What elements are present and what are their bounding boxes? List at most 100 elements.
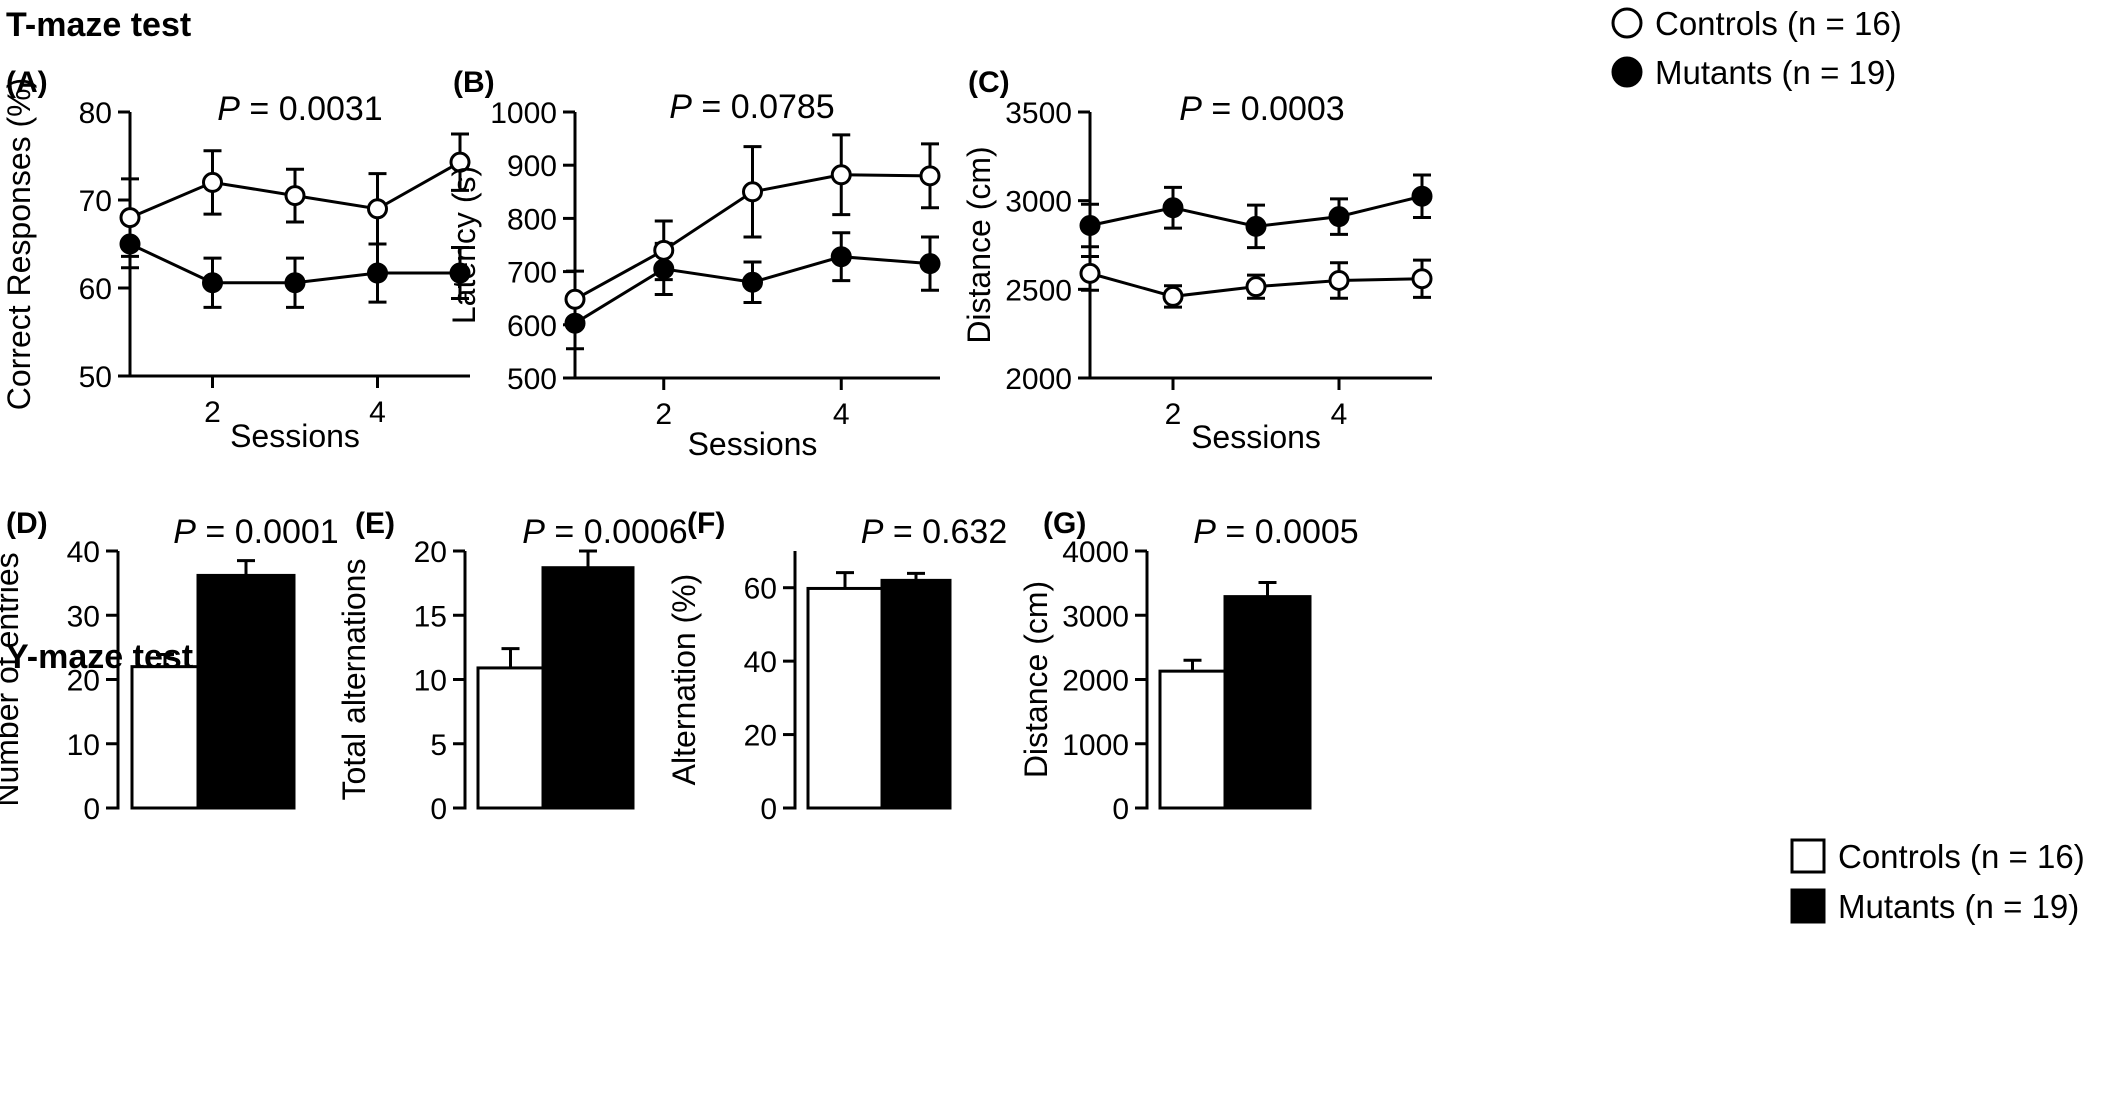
legend-controls-swatch — [1790, 838, 1826, 874]
y-tick-label: 900 — [507, 150, 557, 183]
data-point — [449, 151, 471, 173]
data-point — [1328, 206, 1350, 228]
y-tick-label: 700 — [507, 257, 557, 290]
data-point — [202, 171, 223, 193]
data-point — [1162, 197, 1184, 219]
y-tick-label: 20 — [744, 720, 777, 753]
bar-controls — [806, 586, 884, 810]
y-axis-label: Latency (s) — [446, 166, 482, 324]
legend-mutants-label: Mutants (n = 19) — [1655, 54, 1896, 91]
p-value-symbol: P — [173, 513, 196, 551]
y-tick-label: 2000 — [1062, 665, 1129, 698]
legend-mutants-marker — [1611, 56, 1643, 88]
chart-a: (A) P = 0.0031 50 60 70 80 Correct Responses (… — [1, 66, 471, 454]
p-value-number: = 0.0005 — [1216, 513, 1359, 551]
y-tick-label: 2000 — [1005, 363, 1072, 396]
y-tick-label: 3500 — [1005, 97, 1072, 130]
data-point — [1411, 185, 1433, 207]
p-value-symbol: P — [1193, 513, 1216, 551]
data-point — [449, 262, 471, 284]
series-mutants — [1079, 173, 1433, 250]
p-value-number: = 0.632 — [883, 513, 1007, 551]
p-value-symbol: P — [522, 513, 545, 551]
data-point — [1079, 214, 1101, 236]
x-axis-label: Sessions — [688, 426, 818, 462]
y-tick-label: 0 — [1112, 793, 1129, 826]
p-value: P = 0.0001 — [173, 513, 338, 551]
y-tick-label: 500 — [507, 363, 557, 396]
p-value-symbol: P — [1179, 90, 1202, 128]
y-tick-label: 40 — [744, 646, 777, 679]
data-point — [1245, 276, 1267, 298]
data-point — [1328, 269, 1350, 291]
data-point — [1079, 262, 1101, 284]
p-value: P = 0.0005 — [1193, 513, 1358, 551]
data-point — [742, 271, 763, 293]
data-point — [284, 185, 306, 207]
y-tick-label: 80 — [79, 97, 112, 130]
p-value-number: = 0.0006 — [545, 513, 688, 551]
p-value-symbol: P — [669, 88, 692, 126]
y-tick-label: 600 — [507, 310, 557, 343]
bar-mutants — [880, 578, 952, 810]
p-value-number: = 0.0785 — [692, 88, 835, 126]
legend-controls-label: Controls (n = 16) — [1655, 5, 1902, 42]
panel-label: (G) — [1043, 507, 1086, 540]
y-tick-label: 30 — [67, 600, 100, 633]
bar-mutants — [1223, 595, 1312, 810]
x-axis-label: Sessions — [1191, 419, 1321, 455]
p-value-symbol: P — [861, 513, 884, 551]
p-value-number: = 0.0001 — [196, 513, 339, 551]
panel-label: (B) — [453, 66, 495, 99]
y-tick-label: 1000 — [1062, 729, 1129, 762]
x-tick-label: 2 — [655, 398, 672, 431]
x-axis-label: Sessions — [230, 418, 360, 454]
y-tick-label: 20 — [414, 536, 447, 569]
series-controls — [564, 133, 941, 329]
chart-b: (B) P = 0.0785 500 600 700 800 900 1000 Latency … — [446, 66, 941, 462]
data-point — [1411, 268, 1433, 290]
y-tick-label: 0 — [760, 793, 777, 826]
p-value: P = 0.0785 — [669, 88, 834, 126]
y-tick-label: 60 — [79, 273, 112, 306]
y-axis-label: Distance (cm) — [1018, 581, 1054, 778]
data-point — [119, 207, 141, 229]
data-point — [1245, 215, 1267, 237]
panel-label: (F) — [687, 507, 725, 540]
series-controls — [119, 132, 471, 258]
y-tick-label: 5 — [430, 729, 447, 762]
bar-controls — [476, 666, 545, 810]
series-mutants — [564, 231, 941, 351]
p-value: P = 0.632 — [861, 513, 1008, 551]
data-point — [653, 239, 675, 261]
data-point — [367, 262, 388, 284]
legend-bar: Controls (n = 16) Mutants (n = 19) — [1790, 838, 2085, 925]
y-tick-label: 4000 — [1062, 536, 1129, 569]
p-value: P = 0.0031 — [217, 90, 382, 128]
x-tick-label: 4 — [1331, 398, 1348, 431]
p-value-symbol: P — [217, 90, 240, 128]
p-value-number: = 0.0003 — [1202, 90, 1345, 128]
panel-label: (E) — [355, 507, 395, 540]
y-axis-label: Alternation (%) — [666, 574, 702, 786]
x-tick-label: 4 — [369, 396, 386, 429]
bar-controls — [130, 665, 200, 810]
data-point — [367, 198, 388, 220]
data-point — [830, 164, 852, 186]
data-point — [742, 181, 763, 203]
y-tick-label: 10 — [414, 665, 447, 698]
chart-e: (E) P = 0.0006 0 5 10 15 20 Total alternations — [336, 507, 688, 826]
y-tick-label: 15 — [414, 600, 447, 633]
x-tick-label: 2 — [1165, 398, 1182, 431]
legend-mutants-swatch — [1790, 888, 1826, 924]
x-tick-label: 4 — [833, 398, 850, 431]
y-tick-label: 10 — [67, 729, 100, 762]
data-point — [830, 246, 852, 268]
legend-controls-marker — [1611, 7, 1643, 39]
bar-mutants — [196, 573, 296, 810]
y-tick-label: 2500 — [1005, 274, 1072, 307]
data-point — [1162, 285, 1184, 307]
